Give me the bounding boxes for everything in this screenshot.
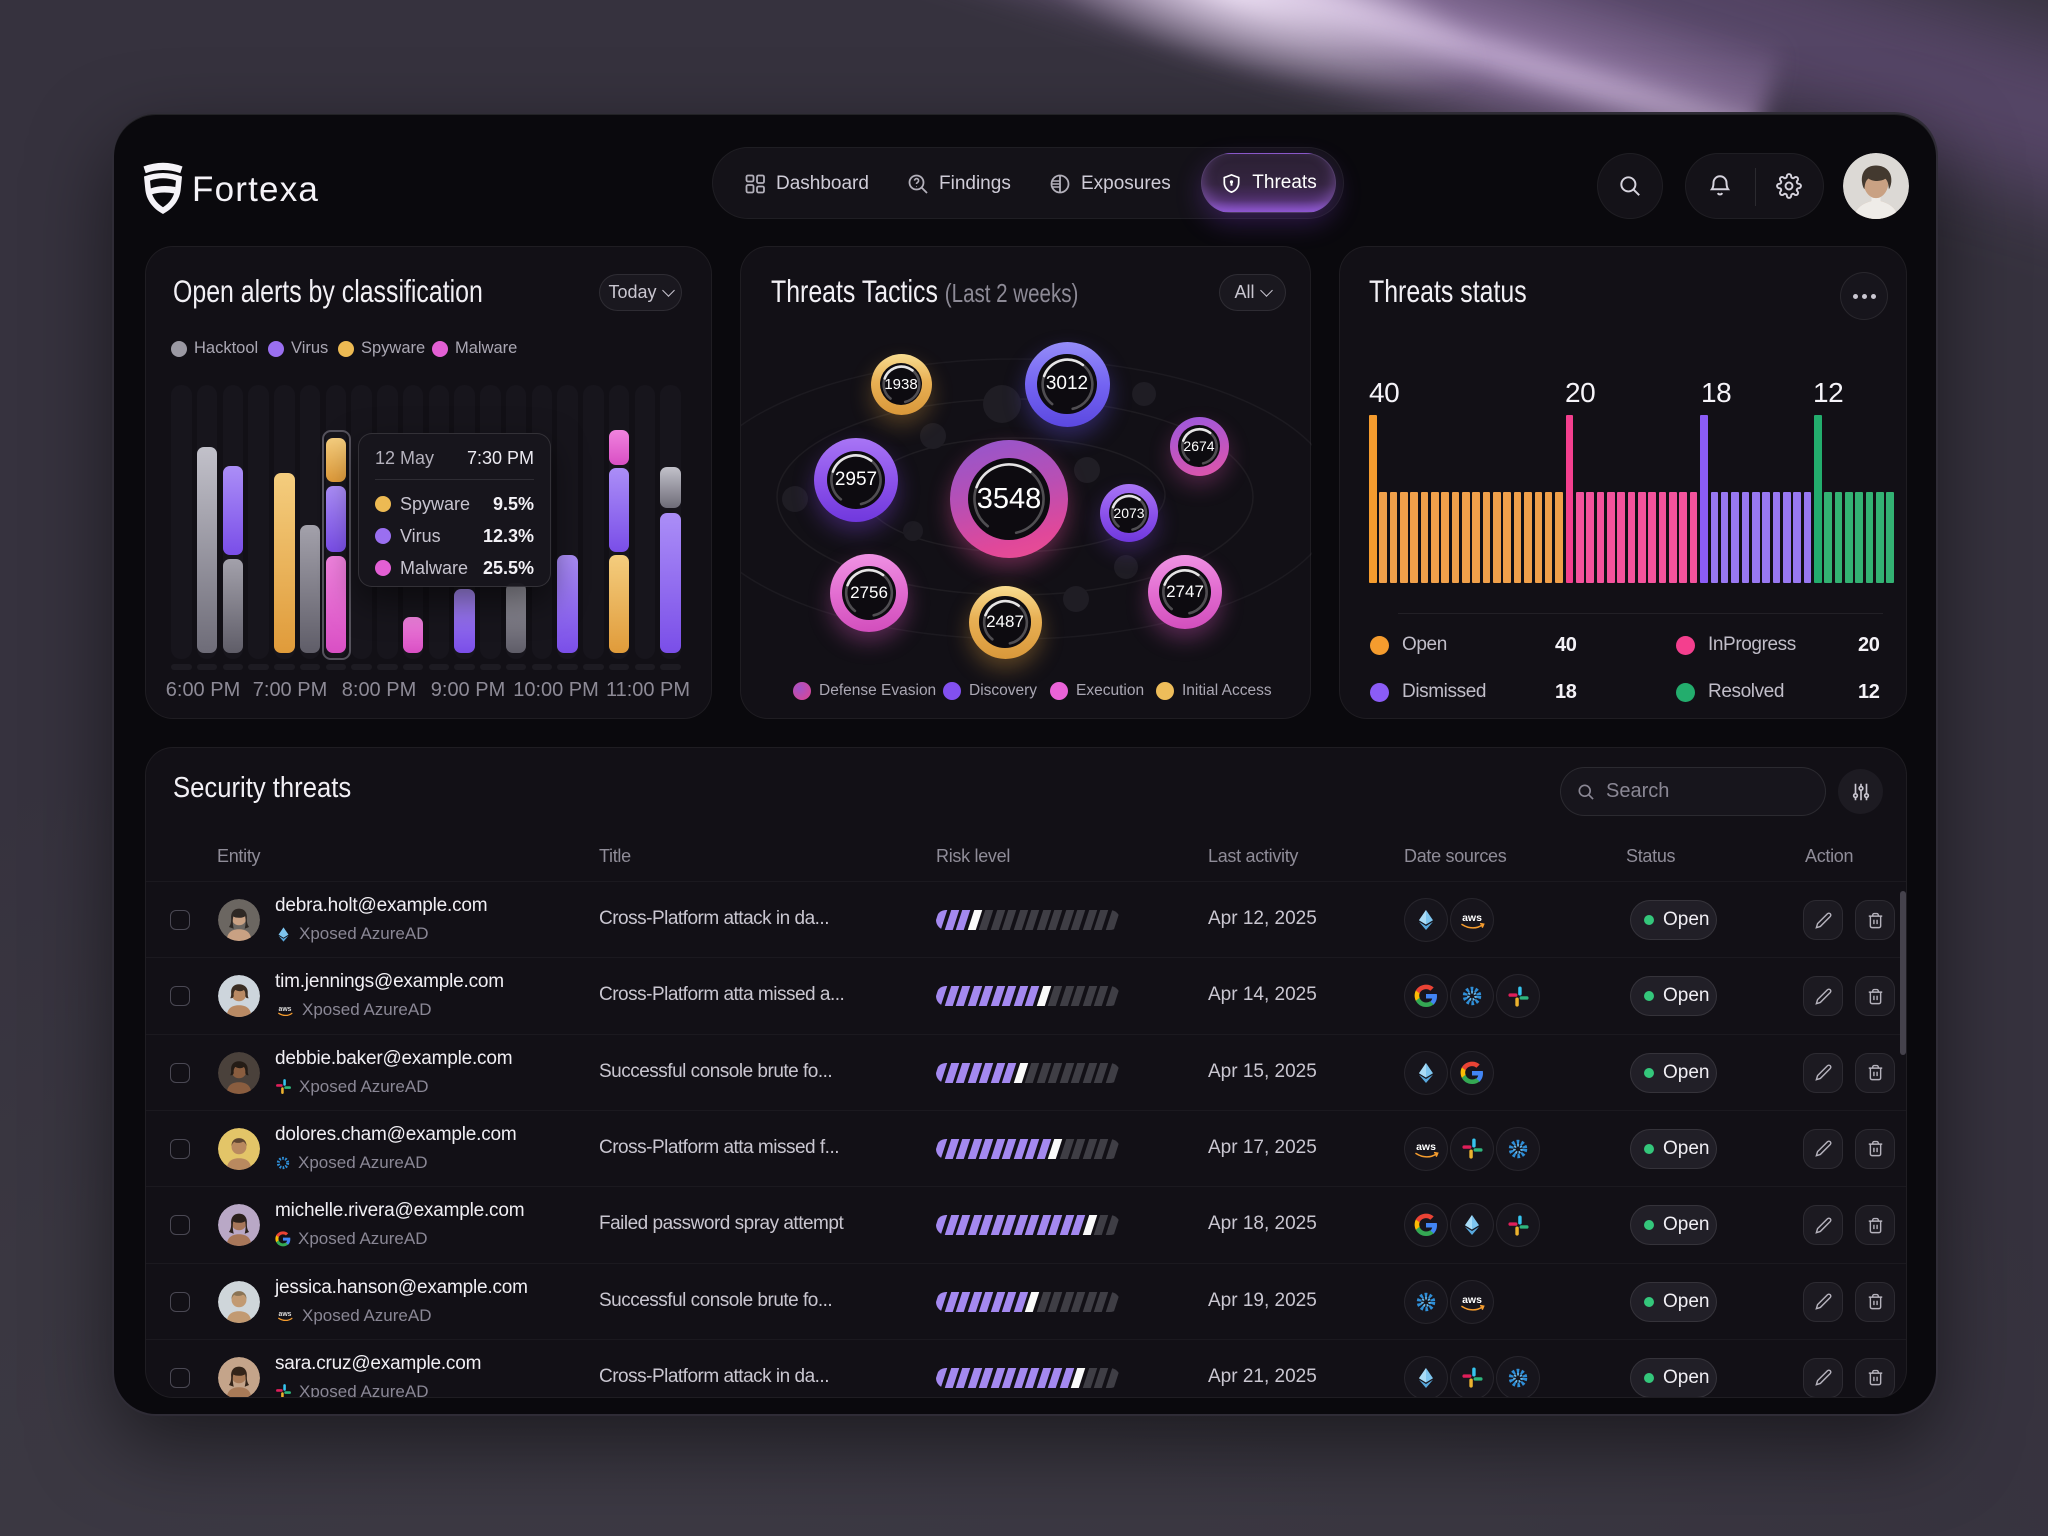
svg-text:aws: aws — [1416, 1141, 1436, 1153]
svg-text:aws: aws — [1462, 912, 1482, 924]
svg-text:aws: aws — [279, 1311, 292, 1318]
svg-text:aws: aws — [279, 1006, 292, 1013]
svg-text:aws: aws — [1462, 1294, 1482, 1306]
